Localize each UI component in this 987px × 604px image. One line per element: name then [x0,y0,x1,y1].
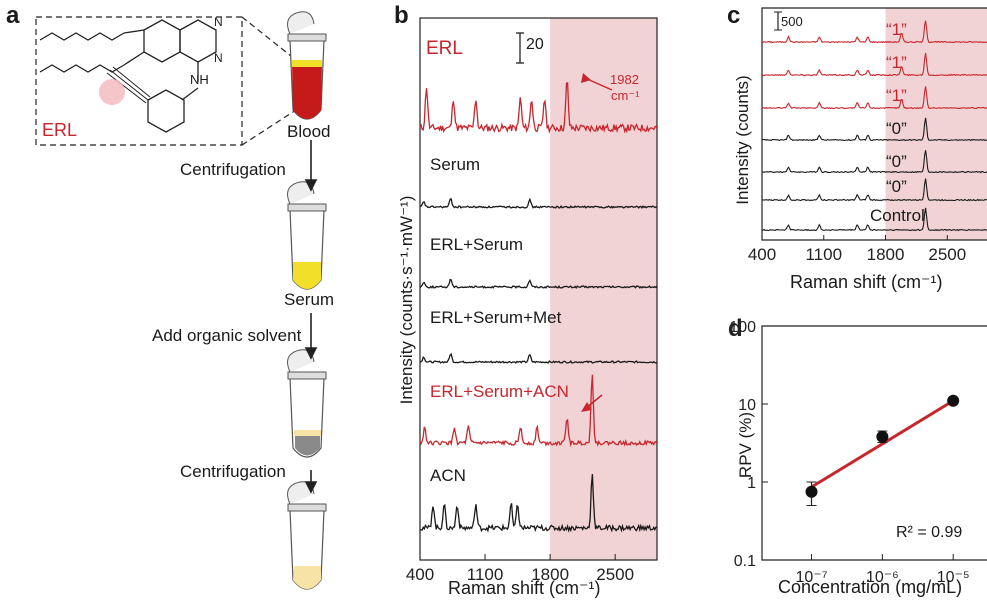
shaded-region-c [885,8,987,240]
ytick-label-d-1: 10 [738,397,756,414]
spectrum-b-3 [419,352,658,364]
c-trace-label-4: “0” [886,119,907,138]
trace-label-erl: ERL [426,38,463,59]
c-trace-label-3: “1” [886,86,907,105]
data-point-d-0 [805,485,818,498]
spectrum-c-1 [761,52,987,77]
panel-d-ylabel: RPV (%) [736,411,755,479]
trace-label-erl-serum-met: ERL+Serum+Met [430,308,562,327]
panel-a-letter: a [6,2,20,29]
panel-c-chart: 400 1100 1800 2500 [748,7,987,264]
spectrum-c-5 [761,178,987,202]
spectrum-b-0 [419,82,658,134]
step-centrifugation-2: Centrifugation [180,462,286,481]
data-point-d-1 [876,430,889,443]
zoom-line-bottom [241,109,297,146]
erlotinib-structure [39,19,217,133]
step-centrifugation-1: Centrifugation [180,160,286,179]
panel-c-letter: c [727,2,741,29]
tube-solvent [287,349,327,458]
panel-b-scale-label: 20 [526,36,544,53]
xtick-label-c-0: 400 [748,245,776,264]
xtick-label-c-2: 1800 [867,245,905,264]
c-trace-label-5: “0” [886,152,907,171]
process-arrows [304,140,318,494]
panel-b-ylabel: Intensity (counts·s⁻¹·mW⁻¹) [397,195,416,405]
panel-d-letter: d [728,315,743,342]
alkyne-highlight [99,79,125,105]
ytick-label-d-3: 0.1 [734,553,756,570]
trace-label-erl-serum-acn: ERL+Serum+ACN [430,382,569,401]
frame-b [419,17,658,561]
step-serum: Serum [284,290,335,309]
step-blood: Blood [287,122,331,141]
frame-d [761,325,987,561]
panel-b-xlabel: Raman shift (cm⁻¹) [448,578,601,598]
peak-arrow-b-2-head [581,402,592,412]
ytick-label-d-0: 100 [729,319,756,336]
xtick-label-d-1: 10⁻⁶ [866,569,899,586]
spectrum-c-3 [762,117,987,142]
ytick-label-d-2: 1 [747,475,756,492]
c-trace-label-6: “0” [886,177,907,196]
n-label-1: N [214,15,223,29]
trace-label-acn: ACN [430,466,466,485]
trace-label-serum: Serum [430,155,481,174]
trace-label-erl-serum: ERL+Serum [430,235,524,254]
n-label-2: N [214,51,223,65]
panel-a-figure: N N [35,11,327,590]
spectrum-b-1 [419,197,658,210]
xtick-label-d-0: 10⁻⁷ [796,569,828,586]
panel-c-scale-label: 500 [781,14,803,29]
xtick-label-d-2: 10⁻⁵ [937,569,970,586]
nh-label: NH [190,72,209,87]
panel-b-peak-label-1: 1982 [610,72,639,87]
xtick-label-b-3: 2500 [596,565,634,584]
xtick-label-c-3: 2500 [928,245,966,264]
panel-b-peak-label-2: cm⁻¹ [611,88,640,103]
spectrum-b-4 [419,374,658,448]
tube-serum [287,181,327,290]
spectrum-b-2 [419,278,658,290]
peak-arrow-b-1-head [581,73,591,83]
xtick-label-b-0: 400 [406,565,434,584]
zoom-line-top [241,16,297,61]
molecule-box [35,16,243,146]
c-trace-label-1: “1” [886,20,907,39]
fit-line-d [810,399,954,489]
panel-c-xlabel: Raman shift (cm⁻¹) [790,272,943,292]
tube-final [287,481,327,590]
c-trace-label-2: “1” [886,53,907,72]
data-point-d-2 [947,394,960,407]
panel-d-r2-label: R² = 0.99 [896,524,963,541]
panel-d-xlabel: Concentration (mg/mL) [778,577,963,597]
shaded-region-b [550,18,657,560]
c-trace-label-control: Control [870,206,925,225]
spectrum-c-0 [761,20,987,44]
step-add-solvent: Add organic solvent [152,326,302,345]
xtick-label-c-1: 1100 [805,245,842,264]
panel-c-ylabel: Intensity (counts) [733,75,752,205]
spectrum-b-5 [419,474,657,533]
spectrum-c-6 [762,207,987,232]
spectrum-c-4 [761,150,987,174]
spectrum-c-2 [761,86,987,110]
tube-blood [287,11,327,120]
frame-c [761,7,987,241]
erl-molecule-label: ERL [42,120,78,140]
panel-b-chart: 400 1100 1800 2500 [406,17,658,584]
xtick-label-b-2: 1800 [531,565,569,584]
xtick-label-b-1: 1100 [467,565,504,584]
panel-b-letter: b [394,2,409,29]
